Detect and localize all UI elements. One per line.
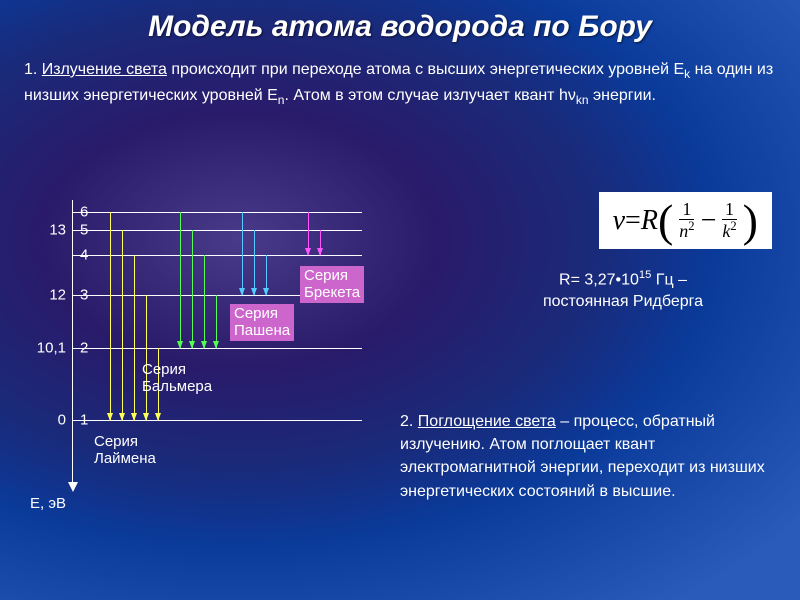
level-n-label: 5 — [80, 222, 88, 239]
rparen-icon: ) — [743, 200, 758, 241]
y-tick-label: 0 — [58, 412, 66, 429]
s2-heading: Поглощение света — [418, 413, 556, 430]
level-n-label: 2 — [80, 340, 88, 357]
f2d: k2 — [719, 220, 739, 241]
transition-arrow-icon — [122, 230, 123, 420]
f2de: 2 — [730, 219, 736, 233]
transition-arrow-icon — [180, 212, 181, 348]
s1-r1: происходит при переходе атома с высших э… — [167, 61, 684, 78]
transition-arrow-icon — [320, 230, 321, 255]
y-tick-label: 13 — [49, 222, 66, 239]
energy-level-diagram: E, эВ 010,11213123456СерияЛайменаСерияБа… — [30, 200, 400, 490]
ry-exp: 15 — [639, 269, 651, 281]
series-label-Брекета: СерияБрекета — [300, 266, 364, 303]
transition-arrow-icon — [266, 255, 267, 295]
energy-level-line — [72, 212, 362, 213]
series-label-Пашена: СерияПашена — [230, 304, 294, 341]
f-minus: − — [701, 205, 717, 237]
section-1-text: 1. Излучение света происходит при перехо… — [0, 44, 800, 115]
s1-r4: энергии. — [589, 87, 656, 104]
series-label-Лаймена: СерияЛаймена — [90, 432, 160, 469]
ry-2: постоянная Ридберга — [543, 293, 703, 310]
f-nu: ν — [613, 205, 625, 237]
lparen-icon: ( — [658, 200, 673, 241]
y-axis-arrow-icon — [68, 482, 78, 492]
transition-arrow-icon — [242, 212, 243, 295]
section-2-text: 2. Поглощение света – процесс, обратный … — [400, 410, 776, 503]
y-axis — [72, 200, 73, 490]
energy-level-line — [72, 230, 362, 231]
transition-arrow-icon — [204, 255, 205, 348]
level-n-label: 3 — [80, 287, 88, 304]
f2n: 1 — [722, 200, 737, 220]
f1n: 1 — [679, 200, 694, 220]
page-title: Модель атома водорода по Бору — [0, 0, 800, 44]
s1-r3: . Атом в этом случае излучает квант hν — [284, 87, 575, 104]
transition-arrow-icon — [110, 212, 111, 420]
f-eq: = — [625, 205, 641, 237]
rydberg-constant: R= 3,27•1015 Гц – постоянная Ридберга — [488, 268, 758, 313]
transition-arrow-icon — [216, 295, 217, 348]
level-n-label: 6 — [80, 204, 88, 221]
rydberg-formula: ν = R ( 1 n2 − 1 k2 ) — [599, 192, 772, 249]
level-n-label: 1 — [80, 412, 88, 429]
f1de: 2 — [688, 219, 694, 233]
f-frac1: 1 n2 — [676, 200, 697, 241]
energy-level-line — [72, 420, 362, 421]
s1-heading: Излучение света — [42, 61, 167, 78]
series-label-Бальмера: СерияБальмера — [138, 360, 216, 397]
s1-num: 1. — [24, 61, 42, 78]
transition-arrow-icon — [192, 230, 193, 348]
transition-arrow-icon — [134, 255, 135, 420]
f1db: n — [679, 221, 688, 241]
ry-b: Гц – — [651, 271, 687, 288]
level-n-label: 4 — [80, 247, 88, 264]
transition-arrow-icon — [254, 230, 255, 295]
title-text: Модель атома водорода по Бору — [148, 10, 652, 43]
ry-a: R= 3,27•10 — [559, 271, 639, 288]
y-tick-label: 10,1 — [37, 340, 66, 357]
s1-sub3: kn — [576, 93, 589, 107]
f1d: n2 — [676, 220, 697, 241]
y-tick-label: 12 — [49, 287, 66, 304]
axis-title: E, эВ — [30, 495, 66, 512]
f-R: R — [641, 205, 658, 237]
s2-num: 2. — [400, 413, 418, 430]
transition-arrow-icon — [308, 212, 309, 255]
f-frac2: 1 k2 — [719, 200, 739, 241]
transition-arrow-icon — [146, 295, 147, 420]
